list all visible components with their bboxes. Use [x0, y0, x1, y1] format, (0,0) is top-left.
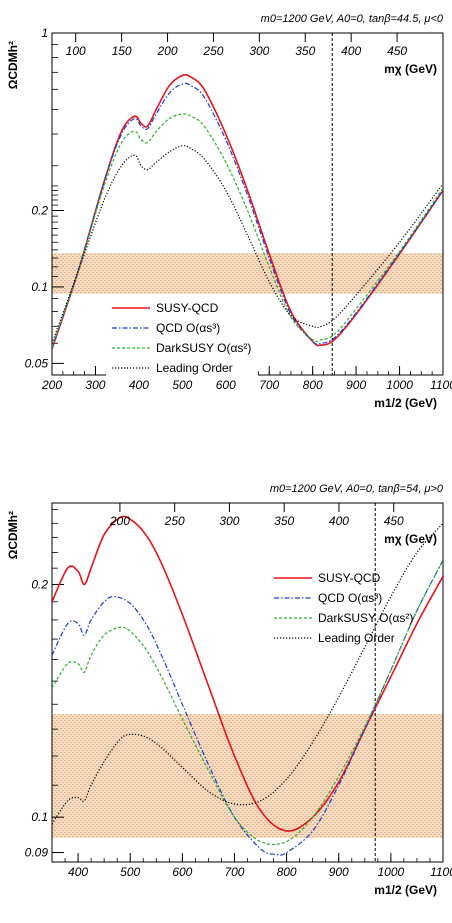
- chart-2: [51, 502, 444, 863]
- top-tick-label: 400: [341, 44, 361, 58]
- legend-label: SUSY-QCD: [156, 301, 219, 315]
- series-line-4: [52, 144, 443, 344]
- legend-label: QCD O(αs³): [156, 321, 220, 335]
- x-tick-label: 700: [224, 865, 244, 879]
- y-tick-label: 0.2: [31, 203, 48, 217]
- series-line-2: [52, 560, 443, 856]
- chart-title: m0=1200 GeV, A0=0, tanβ=44.5, μ<0: [261, 13, 444, 25]
- top-tick-label: 200: [157, 44, 178, 58]
- series-line-1: [52, 515, 443, 832]
- legend-box: [106, 298, 258, 380]
- series-line-4: [52, 522, 443, 825]
- x-tick-label: 300: [85, 378, 105, 392]
- y-tick-label: 0.2: [31, 578, 48, 592]
- y-tick-label: 0.1: [31, 280, 48, 294]
- x-tick-label: 900: [329, 865, 349, 879]
- top-tick-label: 300: [219, 514, 239, 528]
- x-tick-label: 200: [41, 378, 62, 392]
- legend-label: QCD O(αs³): [318, 591, 382, 605]
- top-tick-label: 100: [66, 44, 86, 58]
- x-tick-label: 900: [346, 378, 366, 392]
- legend-label: SUSY-QCD: [318, 571, 381, 585]
- x-tick-label: 500: [172, 378, 192, 392]
- x-tick-label: 1000: [378, 865, 405, 879]
- top-tick-label: 450: [387, 44, 407, 58]
- top-tick-label: 350: [295, 44, 315, 58]
- series-line-1: [52, 74, 443, 350]
- chart-title: m0=1200 GeV, A0=0, tanβ=54, μ>0: [270, 483, 444, 495]
- x-tick-label: 700: [259, 378, 279, 392]
- x-axis-label: m1/2 (GeV): [374, 883, 437, 897]
- top-tick-label: 400: [329, 514, 349, 528]
- y-axis-label: ΩCDMh²: [6, 41, 20, 89]
- series-line-3: [52, 560, 443, 846]
- y-tick-label: 0.05: [25, 356, 49, 370]
- relic-density-band: [52, 253, 443, 294]
- top-tick-label: 150: [112, 44, 132, 58]
- legend-label: DarkSUSY O(αs²): [318, 611, 413, 625]
- x-tick-label: 500: [120, 865, 140, 879]
- x-tick-label: 1100: [430, 378, 452, 392]
- y-axis-label: ΩCDMh²: [6, 511, 20, 559]
- x-tick-label: 400: [129, 378, 149, 392]
- x-tick-label: 800: [277, 865, 297, 879]
- x-tick-label: 600: [216, 378, 236, 392]
- top-tick-label: 350: [274, 514, 294, 528]
- y-tick-label: 1: [41, 26, 48, 40]
- chart-1: [51, 32, 444, 380]
- y-tick-label: 0.09: [25, 846, 49, 860]
- legend-label: Leading Order: [156, 361, 233, 375]
- legend-label: DarkSUSY O(αs²): [156, 341, 251, 355]
- top-tick-label: 250: [164, 514, 185, 528]
- x-tick-label: 1100: [430, 865, 452, 879]
- x-tick-label: 400: [68, 865, 88, 879]
- legend-label: Leading Order: [318, 631, 395, 645]
- top-axis-label: mχ (GeV): [384, 62, 437, 76]
- top-axis-label: mχ (GeV): [384, 532, 437, 546]
- y-tick-label: 0.1: [31, 810, 48, 824]
- series-line-2: [52, 82, 443, 350]
- relic-density-band: [52, 713, 443, 838]
- top-tick-label: 300: [249, 44, 269, 58]
- x-tick-label: 1000: [386, 378, 413, 392]
- top-tick-label: 250: [202, 44, 223, 58]
- top-tick-label: 450: [384, 514, 404, 528]
- series-line-3: [52, 113, 443, 348]
- top-tick-label: 200: [109, 514, 130, 528]
- x-tick-label: 800: [303, 378, 323, 392]
- x-axis-label: m1/2 (GeV): [374, 396, 437, 410]
- x-tick-label: 600: [172, 865, 192, 879]
